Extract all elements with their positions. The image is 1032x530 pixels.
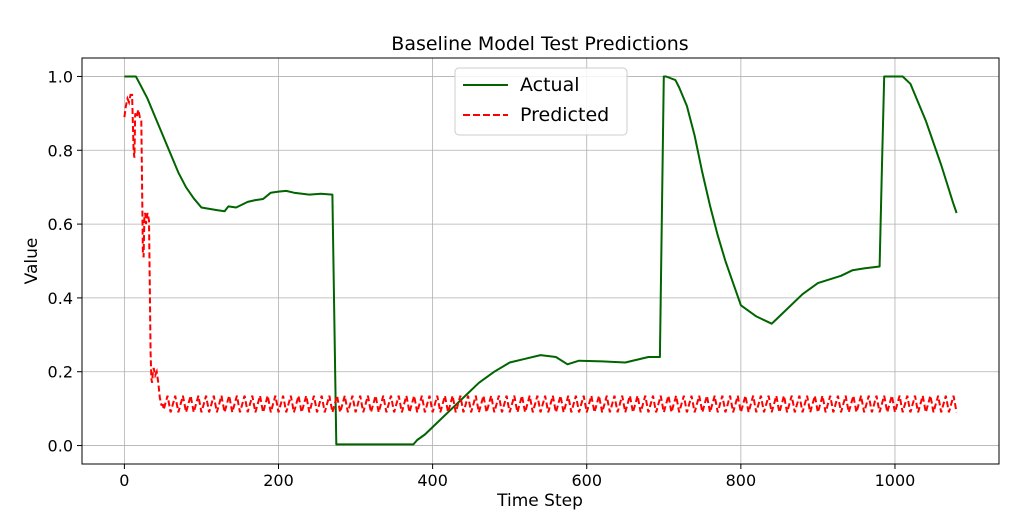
series-line-actual xyxy=(124,75,958,446)
x-tick-label: 200 xyxy=(263,471,294,490)
y-axis-title: Value xyxy=(22,238,42,285)
x-axis-title: Time Step xyxy=(496,491,583,511)
plot-frame xyxy=(81,57,1000,465)
y-tick-label: 0.6 xyxy=(48,215,73,234)
chart-title: Baseline Model Test Predictions xyxy=(391,33,688,55)
ticks: 0 200 400 600 800 1000 0.0 0.2 0.4 0.6 0.8 1.0 xyxy=(48,67,916,490)
x-tick-label: 600 xyxy=(571,471,602,490)
y-tick-label: 0.0 xyxy=(48,437,73,456)
x-tick-label: 800 xyxy=(726,471,757,490)
y-tick-label: 0.8 xyxy=(48,141,73,160)
legend-label-actual: Actual xyxy=(520,74,580,96)
y-tick-label: 0.2 xyxy=(48,363,73,382)
legend: Actual Predicted xyxy=(454,67,628,136)
x-tick-label: 400 xyxy=(417,471,448,490)
y-tick-label: 0.4 xyxy=(48,289,73,308)
x-tick-label: 1000 xyxy=(875,471,916,490)
y-tick-label: 1.0 xyxy=(48,67,73,86)
series-line-predicted xyxy=(123,93,958,413)
series-layer xyxy=(123,75,958,446)
x-tick-label: 0 xyxy=(119,471,129,490)
grid xyxy=(82,58,999,464)
legend-label-predicted: Predicted xyxy=(520,104,609,126)
